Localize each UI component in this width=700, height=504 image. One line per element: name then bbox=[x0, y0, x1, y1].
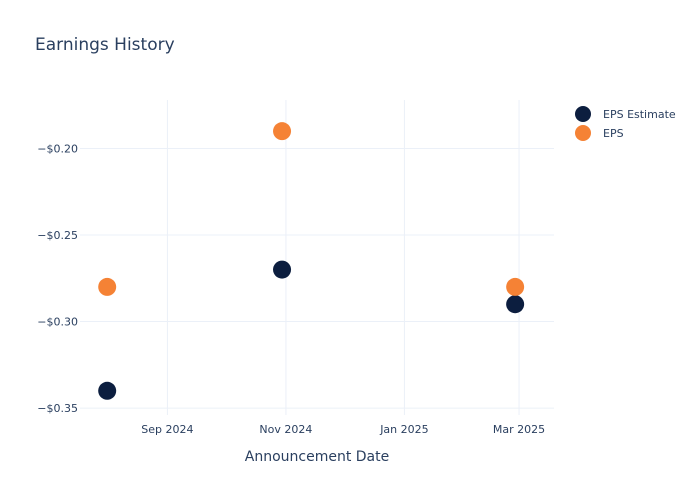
legend-marker bbox=[575, 125, 591, 141]
grid-lines bbox=[80, 100, 554, 415]
x-axis-ticks: Sep 2024 Nov 2024 Jan 2025 Mar 2025 bbox=[141, 423, 545, 436]
x-axis-title: Announcement Date bbox=[245, 449, 389, 465]
data-point[interactable] bbox=[273, 260, 292, 279]
legend-marker bbox=[575, 106, 591, 122]
data-point[interactable] bbox=[98, 381, 117, 400]
y-tick-label: −$0.25 bbox=[37, 229, 78, 242]
x-tick-label: Nov 2024 bbox=[259, 423, 312, 436]
data-point[interactable] bbox=[506, 295, 525, 314]
data-point[interactable] bbox=[506, 277, 525, 296]
y-tick-label: −$0.35 bbox=[37, 402, 78, 415]
data-point[interactable] bbox=[273, 122, 292, 141]
chart-title: Earnings History bbox=[35, 35, 175, 55]
data-points bbox=[98, 122, 525, 400]
data-point[interactable] bbox=[98, 277, 117, 296]
legend-label: EPS bbox=[603, 127, 624, 140]
legend: EPS Estimate EPS bbox=[575, 106, 676, 141]
y-tick-label: −$0.20 bbox=[37, 142, 78, 155]
x-tick-label: Mar 2025 bbox=[493, 423, 545, 436]
legend-label: EPS Estimate bbox=[603, 108, 676, 121]
y-tick-label: −$0.30 bbox=[37, 316, 78, 329]
x-tick-label: Jan 2025 bbox=[379, 423, 428, 436]
y-axis-ticks: −$0.20 −$0.25 −$0.30 −$0.35 bbox=[37, 142, 78, 415]
x-tick-label: Sep 2024 bbox=[141, 423, 193, 436]
